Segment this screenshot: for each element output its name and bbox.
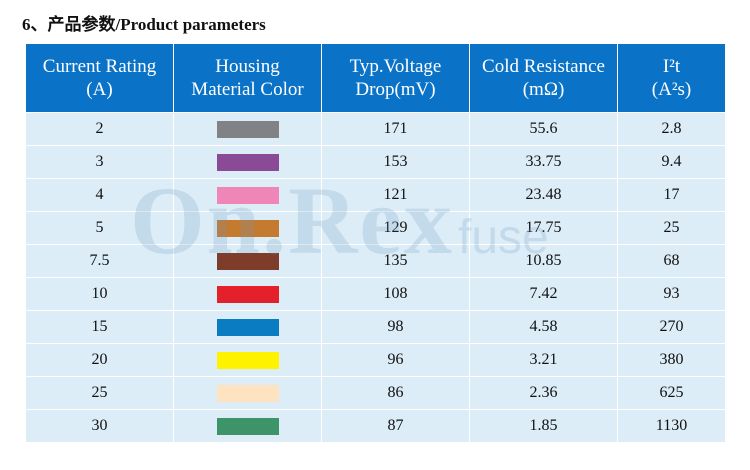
cell-cold-resistance: 4.58 (469, 310, 618, 344)
cell-housing-color (173, 178, 322, 212)
cell-i2t: 25 (617, 211, 726, 245)
cell-voltage-drop: 171 (321, 112, 470, 146)
cell-i2t: 270 (617, 310, 726, 344)
cell-i2t: 625 (617, 376, 726, 410)
cell-housing-color (173, 112, 322, 146)
header-i2t: I²t (A²s) (617, 43, 726, 113)
cell-current-rating: 7.5 (25, 244, 174, 278)
cell-current-rating: 10 (25, 277, 174, 311)
cell-current-rating: 25 (25, 376, 174, 410)
cell-housing-color (173, 343, 322, 377)
cell-i2t: 17 (617, 178, 726, 212)
cell-cold-resistance: 23.48 (469, 178, 618, 212)
table-header-row: Current Rating (A) Housing Material Color … (25, 43, 726, 113)
cell-voltage-drop: 135 (321, 244, 470, 278)
color-swatch (216, 120, 279, 138)
cell-current-rating: 4 (25, 178, 174, 212)
cell-housing-color (173, 145, 322, 179)
cell-cold-resistance: 17.75 (469, 211, 618, 245)
color-swatch (216, 351, 279, 369)
cell-housing-color (173, 211, 322, 245)
table-row: 30 87 1.85 1130 (25, 409, 726, 443)
cell-i2t: 2.8 (617, 112, 726, 146)
cell-housing-color (173, 277, 322, 311)
cell-current-rating: 15 (25, 310, 174, 344)
table-row: 4 121 23.48 17 (25, 178, 726, 212)
cell-voltage-drop: 96 (321, 343, 470, 377)
cell-voltage-drop: 108 (321, 277, 470, 311)
cell-voltage-drop: 153 (321, 145, 470, 179)
cell-current-rating: 5 (25, 211, 174, 245)
cell-cold-resistance: 7.42 (469, 277, 618, 311)
cell-i2t: 93 (617, 277, 726, 311)
table-row: 5 129 17.75 25 (25, 211, 726, 245)
color-swatch (216, 252, 279, 270)
color-swatch (216, 219, 279, 237)
cell-cold-resistance: 33.75 (469, 145, 618, 179)
cell-cold-resistance: 1.85 (469, 409, 618, 443)
cell-housing-color (173, 409, 322, 443)
cell-i2t: 380 (617, 343, 726, 377)
cell-housing-color (173, 310, 322, 344)
table-row: 3 153 33.75 9.4 (25, 145, 726, 179)
color-swatch (216, 384, 279, 402)
cell-voltage-drop: 87 (321, 409, 470, 443)
section-heading: 6、产品参数/Product parameters (22, 15, 266, 34)
header-current-rating: Current Rating (A) (25, 43, 174, 113)
color-swatch (216, 417, 279, 435)
cell-i2t: 9.4 (617, 145, 726, 179)
cell-current-rating: 3 (25, 145, 174, 179)
table-row: 10 108 7.42 93 (25, 277, 726, 311)
header-voltage-drop: Typ.Voltage Drop(mV) (321, 43, 470, 113)
cell-i2t: 68 (617, 244, 726, 278)
cell-current-rating: 30 (25, 409, 174, 443)
table-row: 2 171 55.6 2.8 (25, 112, 726, 146)
color-swatch (216, 153, 279, 171)
cell-current-rating: 20 (25, 343, 174, 377)
cell-voltage-drop: 121 (321, 178, 470, 212)
cell-cold-resistance: 3.21 (469, 343, 618, 377)
table-row: 7.5 135 10.85 68 (25, 244, 726, 278)
cell-cold-resistance: 10.85 (469, 244, 618, 278)
color-swatch (216, 318, 279, 336)
color-swatch (216, 285, 279, 303)
product-parameters-table: Current Rating (A) Housing Material Color … (25, 43, 726, 443)
cell-cold-resistance: 55.6 (469, 112, 618, 146)
cell-housing-color (173, 376, 322, 410)
cell-current-rating: 2 (25, 112, 174, 146)
cell-i2t: 1130 (617, 409, 726, 443)
header-cold-resistance: Cold Resistance (mΩ) (469, 43, 618, 113)
header-housing-color: Housing Material Color (173, 43, 322, 113)
cell-cold-resistance: 2.36 (469, 376, 618, 410)
cell-voltage-drop: 98 (321, 310, 470, 344)
cell-housing-color (173, 244, 322, 278)
table-row: 25 86 2.36 625 (25, 376, 726, 410)
table-row: 15 98 4.58 270 (25, 310, 726, 344)
color-swatch (216, 186, 279, 204)
cell-voltage-drop: 129 (321, 211, 470, 245)
table-row: 20 96 3.21 380 (25, 343, 726, 377)
cell-voltage-drop: 86 (321, 376, 470, 410)
